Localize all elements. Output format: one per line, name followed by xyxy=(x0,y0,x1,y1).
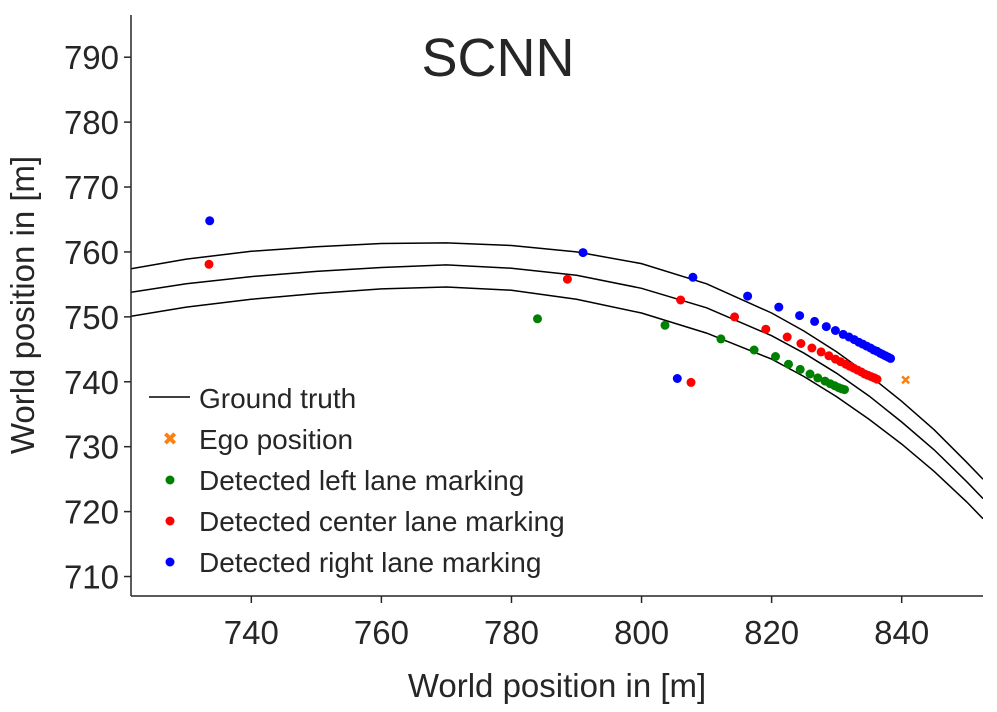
ground-truth-line-1 xyxy=(131,264,983,500)
y-axis-label: World position in [m] xyxy=(4,156,41,454)
left-lane-marking-point-4 xyxy=(771,352,780,361)
legend-right-marker xyxy=(165,557,175,567)
legend-center-label: Detected center lane marking xyxy=(199,506,565,537)
y-tick-label-2: 730 xyxy=(64,429,119,466)
left-lane-marking-point-5 xyxy=(784,359,793,369)
ego-position-marker-0 xyxy=(901,375,910,385)
x-tick-label-3: 800 xyxy=(614,614,669,651)
legend-right-label: Detected right lane marking xyxy=(199,547,541,578)
y-tick-label-6: 770 xyxy=(64,169,119,206)
legend-ground-truth-label: Ground truth xyxy=(199,383,356,414)
y-tick-label-0: 710 xyxy=(64,559,119,596)
legend-center-marker xyxy=(165,516,175,526)
center-lane-marking-point-7 xyxy=(796,339,806,348)
center-lane-marking-point-9 xyxy=(816,347,826,357)
center-lane-marking-point-2 xyxy=(676,295,686,305)
x-axis-label: World position in [m] xyxy=(408,667,706,704)
center-lane-marking-point-6 xyxy=(782,332,792,342)
y-tick-label-1: 720 xyxy=(64,494,119,531)
chart-title: SCNN xyxy=(421,28,574,88)
right-lane-marking-point-3 xyxy=(688,272,698,282)
left-lane-marking-point-8 xyxy=(813,373,823,383)
x-tick-label-5: 840 xyxy=(874,614,929,651)
center-lane-marking-point-8 xyxy=(807,343,817,353)
center-lane-marking-point-1 xyxy=(562,274,572,284)
x-tick-label-1: 760 xyxy=(354,614,409,651)
right-lane-marking-point-0 xyxy=(205,216,215,226)
y-tick-label-8: 790 xyxy=(64,39,119,76)
right-lane-marking-point-8 xyxy=(821,322,831,332)
left-lane-marking-point-2 xyxy=(716,334,726,344)
y-tick-label-5: 760 xyxy=(64,234,119,271)
y-tick-label-7: 780 xyxy=(64,104,119,141)
x-tick-label-2: 780 xyxy=(484,614,539,651)
right-lane-marking-point-7 xyxy=(810,316,820,326)
legend-ego-label: Ego position xyxy=(199,424,353,455)
y-ticks: 710 720 730 740 750 760 770 780 790 xyxy=(64,39,131,596)
ground-truth-layer xyxy=(131,242,983,520)
right-lane-marking-point-4 xyxy=(743,291,753,301)
right-lane-marking-point-1 xyxy=(578,248,588,258)
left-lane-marking-point-1 xyxy=(660,320,670,330)
markings-layer xyxy=(204,216,910,395)
ground-truth-line-0 xyxy=(131,242,983,480)
x-tick-label-4: 820 xyxy=(744,614,799,651)
left-lane-marking-point-0 xyxy=(533,314,542,324)
x-ticks: 740 760 780 800 820 840 xyxy=(224,596,929,651)
center-lane-marking-point-22 xyxy=(872,374,882,384)
x-tick-label-0: 740 xyxy=(224,614,279,651)
center-lane-marking-point-4 xyxy=(730,312,740,322)
legend-left-marker xyxy=(165,475,175,485)
right-lane-marking-point-23 xyxy=(886,353,896,363)
left-lane-marking-point-3 xyxy=(749,345,759,355)
left-lane-marking-point-7 xyxy=(805,369,815,379)
right-lane-marking-point-2 xyxy=(672,374,682,383)
y-tick-label-3: 740 xyxy=(64,364,119,401)
ground-truth-line-2 xyxy=(131,286,983,520)
legend-ego-marker: ✖ xyxy=(162,429,177,449)
right-lane-marking-point-5 xyxy=(774,302,784,312)
legend: Ground truth ✖ Ego position Detected lef… xyxy=(149,383,565,578)
center-lane-marking-point-5 xyxy=(761,324,771,334)
legend-left-label: Detected left lane marking xyxy=(199,465,524,496)
center-lane-marking-point-0 xyxy=(204,259,214,269)
left-lane-marking-point-6 xyxy=(795,364,805,374)
center-lane-marking-point-3 xyxy=(686,377,696,387)
left-lane-marking-point-14 xyxy=(840,385,849,395)
right-lane-marking-point-6 xyxy=(795,311,805,321)
y-tick-label-4: 750 xyxy=(64,299,119,336)
right-lane-marking-point-9 xyxy=(830,326,840,335)
